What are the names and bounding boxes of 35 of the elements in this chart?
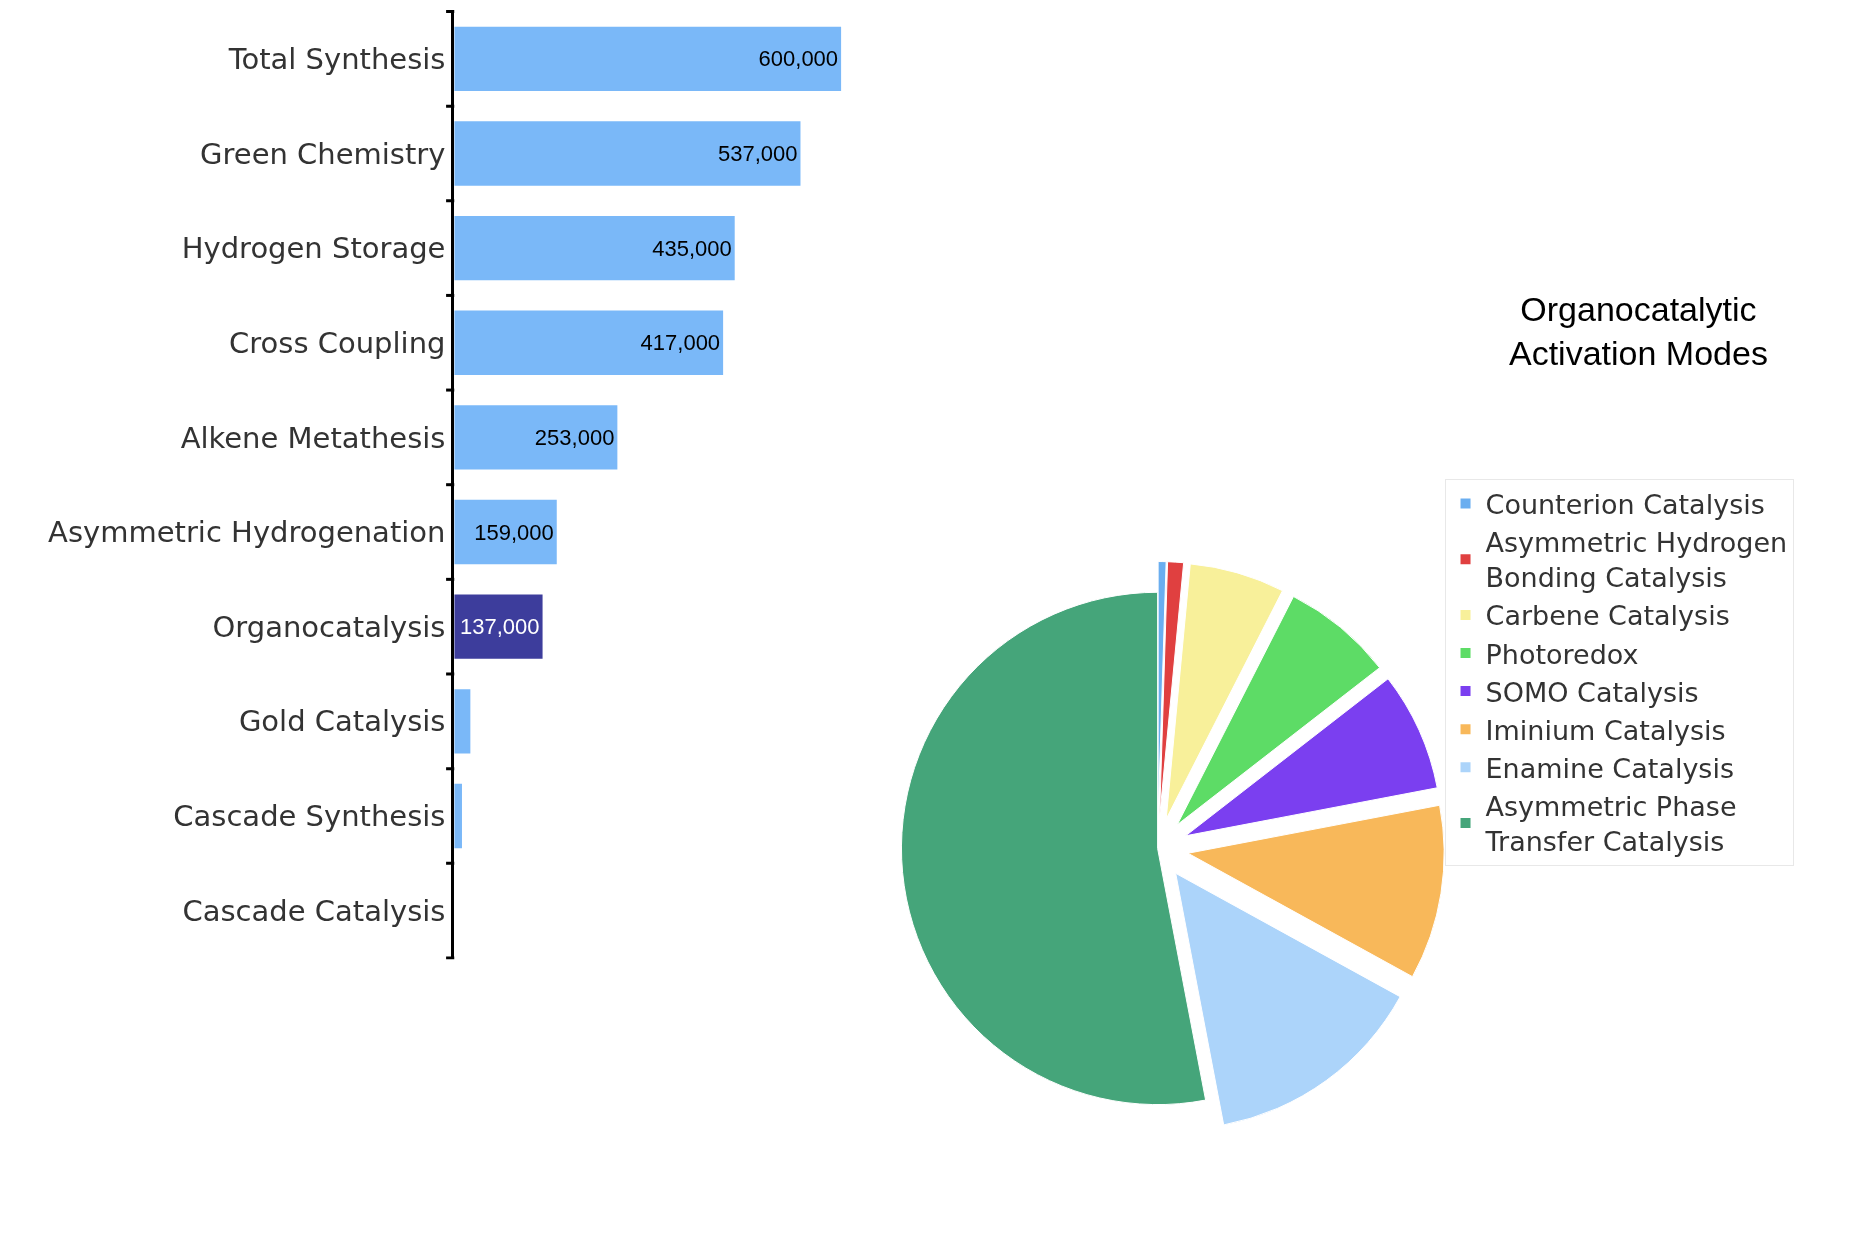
y-tick-label: Green Chemistry [200, 136, 446, 171]
bar [454, 405, 618, 470]
y-tick-label: Gold Catalysis [238, 704, 446, 739]
legend-label: Carbene Catalysis [1485, 600, 1730, 632]
data-label: 137,000 [460, 614, 540, 640]
legend-label: SOMO Catalysis [1485, 676, 1699, 708]
legend-label: Counterion Catalysis [1485, 489, 1765, 521]
chart-title: Organocatalytic Activation Modes [1509, 290, 1768, 373]
bar [454, 26, 842, 91]
data-label: 435,000 [652, 235, 732, 261]
bar [454, 783, 462, 849]
data-label: 600,000 [758, 46, 839, 72]
y-tick-label: Alkene Metathesis [180, 420, 446, 455]
y-tick-label: Cross Coupling [229, 325, 446, 360]
data-label: 253,000 [534, 424, 615, 450]
data-label: 159,000 [474, 519, 554, 545]
legend-label: Asymmetric Phase Transfer Catalysis [1484, 790, 1737, 858]
y-tick-label: Cascade Synthesis [173, 799, 446, 834]
bar [454, 215, 735, 281]
bar [454, 121, 801, 186]
y-tick-label: Cascade Catalysis [182, 893, 446, 928]
legend-label: Enamine Catalysis [1485, 752, 1735, 784]
data-label: 417,000 [640, 330, 721, 356]
legend-label: Asymmetric Hydrogen Bonding Catalysis [1485, 527, 1788, 594]
y-tick-label: Total Synthesis [227, 41, 446, 76]
legend-label: Iminium Catalysis [1485, 714, 1726, 746]
y-tick-label: Organocatalysis [212, 609, 446, 644]
data-label: 537,000 [717, 140, 798, 166]
bar [454, 499, 557, 565]
y-tick-label: Hydrogen Storage [181, 231, 446, 266]
bar [454, 594, 543, 659]
bar [454, 310, 724, 375]
bar [454, 689, 471, 754]
y-tick-label: Asymmetric Hydrogenation [48, 515, 446, 550]
legend-label: Photoredox [1485, 638, 1639, 670]
